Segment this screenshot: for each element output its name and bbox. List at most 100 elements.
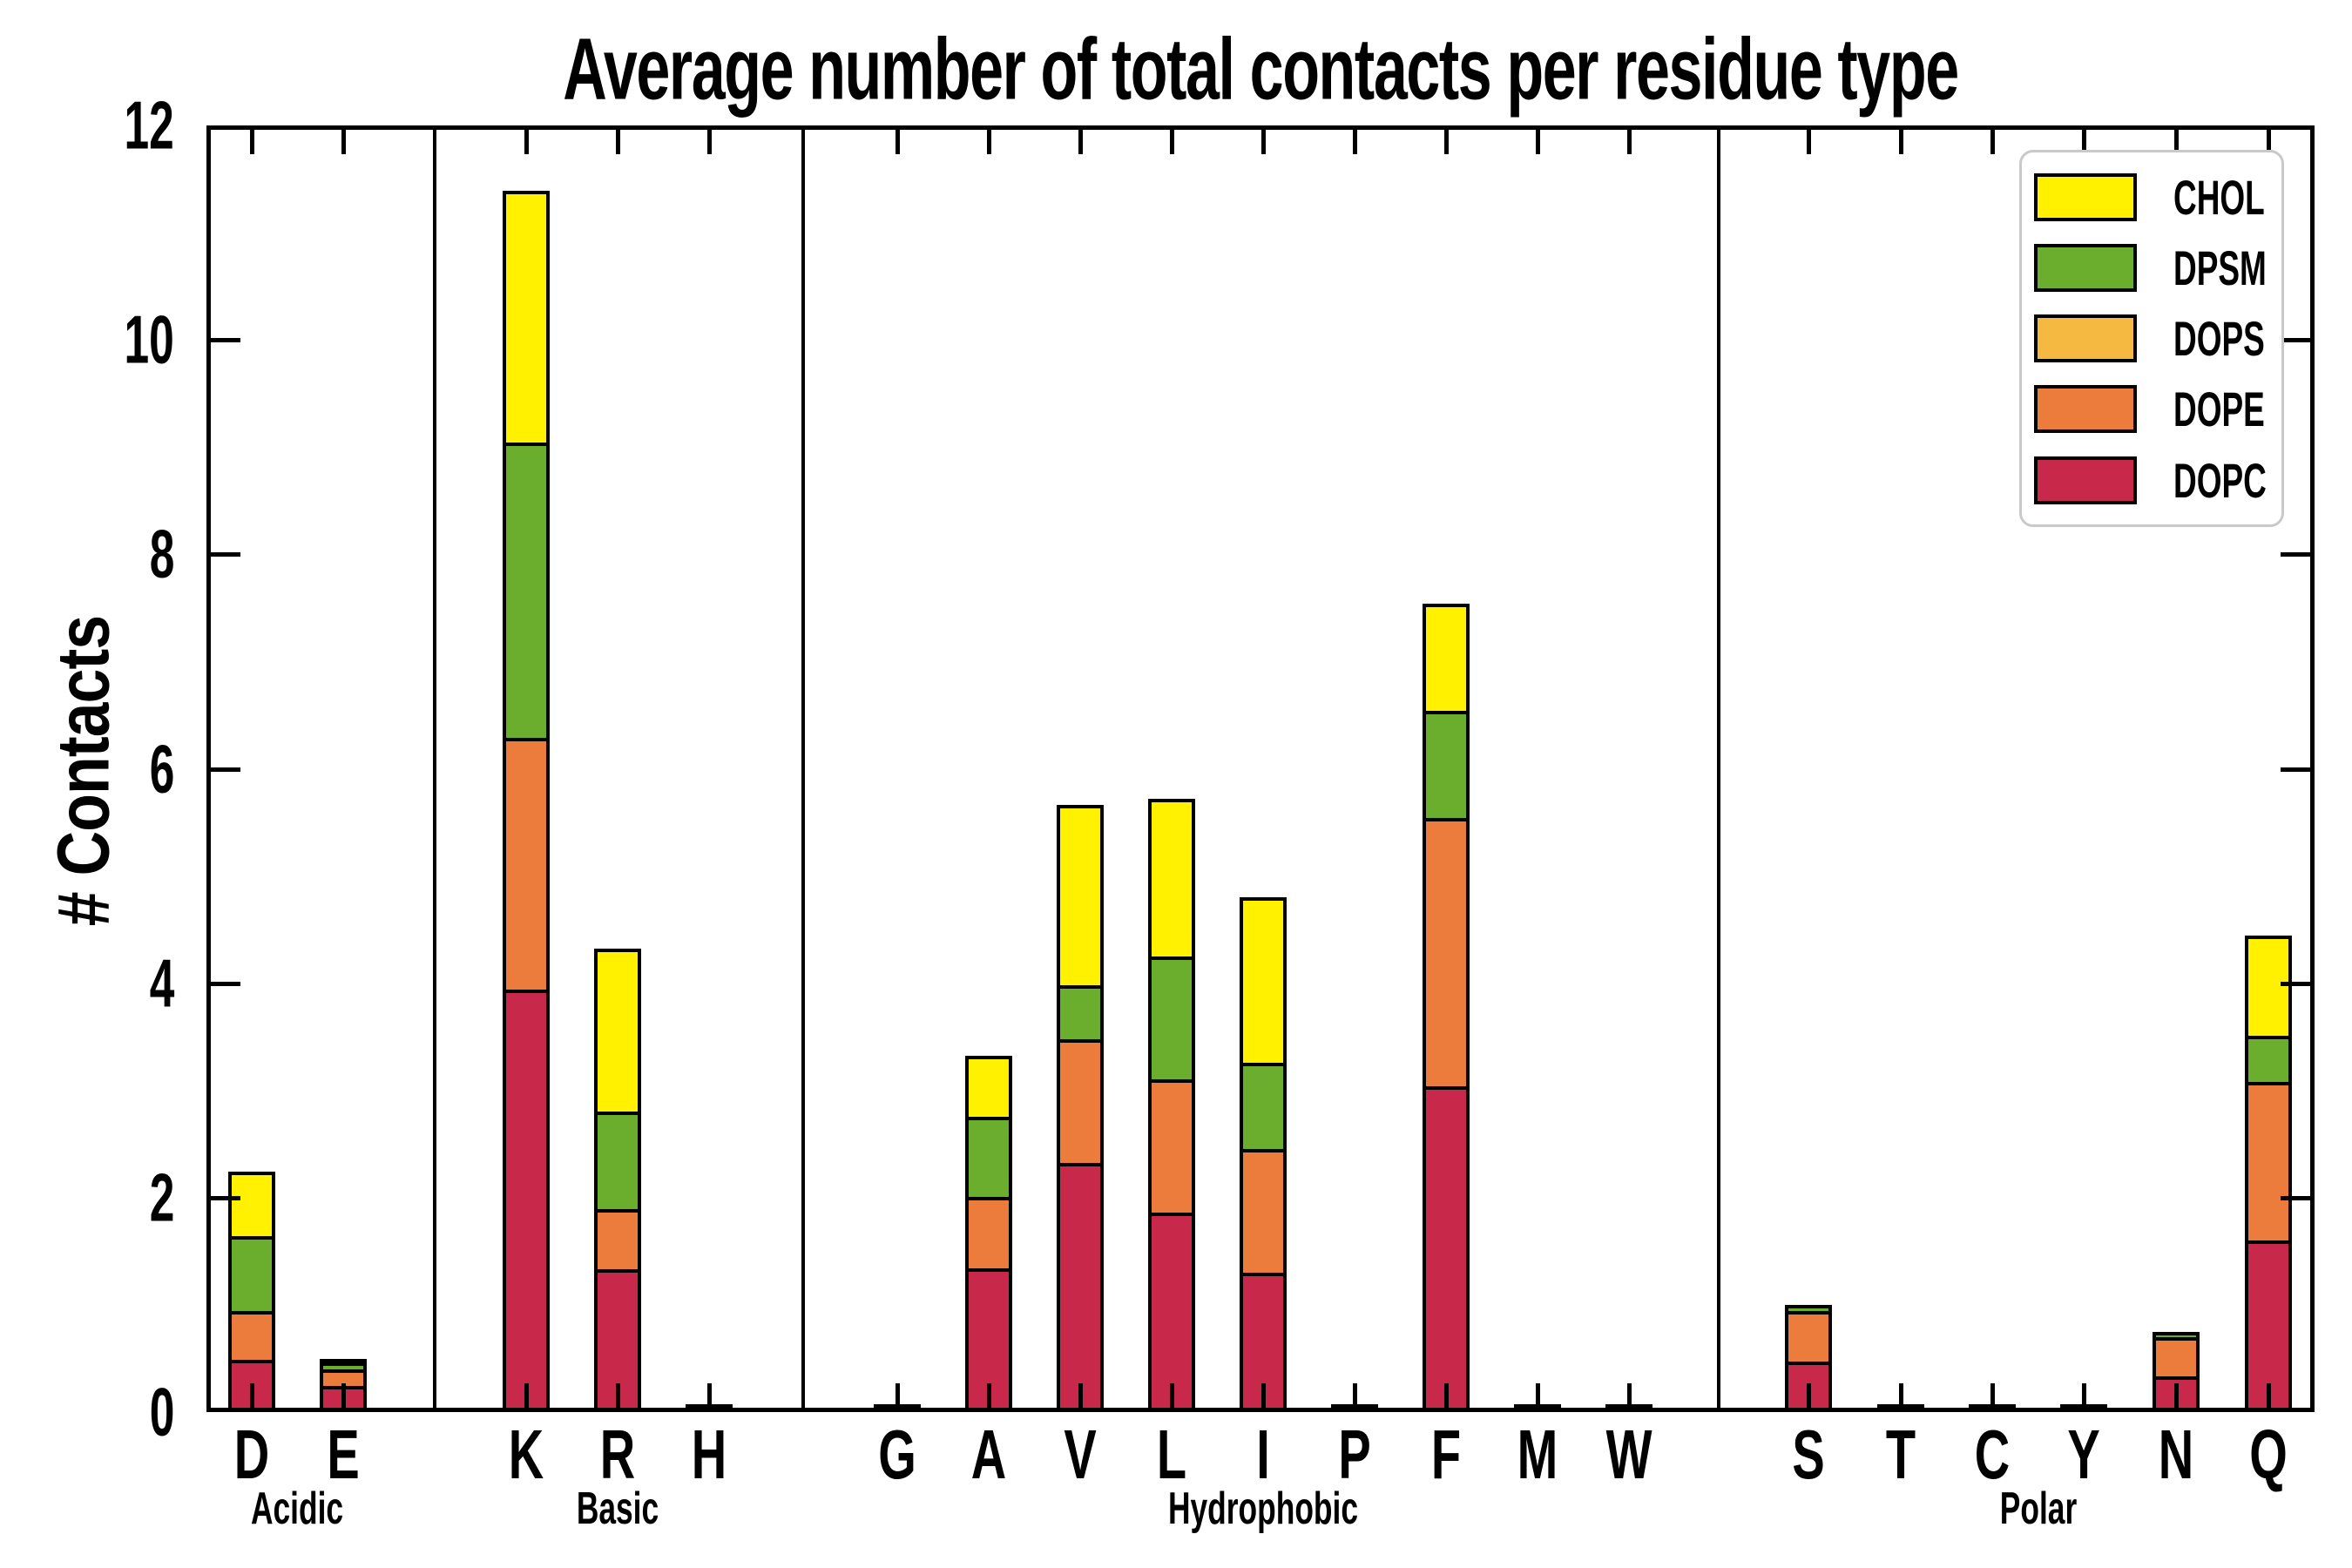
legend-label-text: CHOL bbox=[2173, 169, 2265, 225]
x-tick-top-K bbox=[524, 130, 529, 154]
bar-E-segment-CHOL bbox=[320, 1359, 367, 1363]
y-tick-label-10: 10 bbox=[0, 301, 174, 380]
bar-A-segment-DOPC bbox=[965, 1268, 1012, 1408]
group-label-hydrophobic: Hydrophobic bbox=[1124, 1483, 1403, 1535]
bar-K-segment-DOPE bbox=[503, 737, 550, 990]
bar-I-segment-DOPE bbox=[1240, 1149, 1287, 1273]
x-tick-top-E bbox=[341, 130, 346, 154]
legend: CHOL DPSM DOPS DOPE DOPC bbox=[2019, 150, 2284, 527]
x-tick-top-S bbox=[1807, 130, 1811, 154]
bar-A-segment-DOPE bbox=[965, 1196, 1012, 1268]
y-tick-left-2 bbox=[211, 1195, 240, 1200]
x-label-Y: Y bbox=[2060, 1415, 2106, 1495]
x-tick-bottom-N bbox=[2174, 1383, 2179, 1408]
bar-F-segment-DOPE bbox=[1423, 818, 1470, 1086]
y-tick-right-2 bbox=[2281, 1195, 2310, 1200]
x-tick-bottom-T bbox=[1899, 1383, 1903, 1408]
y-tick-left-6 bbox=[211, 767, 240, 772]
x-label-V: V bbox=[1057, 1415, 1103, 1495]
x-tick-top-I bbox=[1261, 130, 1266, 154]
x-label-text: Q bbox=[2249, 1416, 2288, 1493]
x-label-text: N bbox=[2158, 1416, 2194, 1493]
y-tick-label-12: 12 bbox=[0, 86, 174, 166]
bar-I-segment-CHOL bbox=[1240, 897, 1287, 1063]
x-label-Q: Q bbox=[2241, 1415, 2295, 1495]
x-label-text: V bbox=[1064, 1416, 1097, 1493]
bar-R-segment-DOPE bbox=[594, 1209, 641, 1270]
x-label-text: D bbox=[233, 1416, 270, 1493]
x-tick-bottom-M bbox=[1536, 1383, 1540, 1408]
group-separator-0 bbox=[433, 130, 436, 1408]
x-tick-bottom-R bbox=[616, 1383, 620, 1408]
group-label-polar: Polar bbox=[1982, 1483, 2095, 1535]
y-tick-label-0: 0 bbox=[0, 1373, 174, 1452]
bar-I-segment-DPSM bbox=[1240, 1062, 1287, 1150]
y-tick-left-8 bbox=[211, 552, 240, 558]
x-tick-top-P bbox=[1353, 130, 1357, 154]
x-tick-top-H bbox=[707, 130, 712, 154]
bar-F-segment-DOPC bbox=[1423, 1085, 1470, 1408]
x-tick-bottom-F bbox=[1444, 1383, 1449, 1408]
y-tick-label-2: 2 bbox=[0, 1158, 174, 1237]
x-tick-bottom-Y bbox=[2082, 1383, 2086, 1408]
bar-L-segment-DOPC bbox=[1148, 1213, 1195, 1408]
group-label-text: Acidic bbox=[250, 1484, 344, 1534]
x-tick-top-R bbox=[616, 130, 620, 154]
y-tick-right-6 bbox=[2281, 767, 2310, 772]
x-label-H: H bbox=[684, 1415, 734, 1495]
x-label-K: K bbox=[501, 1415, 551, 1495]
legend-item-DOPE: DOPE bbox=[2034, 382, 2281, 437]
x-label-W: W bbox=[1596, 1415, 1662, 1495]
legend-swatch-CHOL-icon bbox=[2034, 172, 2137, 221]
bar-R-segment-CHOL bbox=[594, 949, 641, 1112]
x-tick-bottom-C bbox=[1990, 1383, 1995, 1408]
legend-swatch-DPSM-icon bbox=[2034, 243, 2137, 292]
bar-V-segment-DPSM bbox=[1057, 985, 1104, 1039]
y-tick-label-4: 4 bbox=[0, 943, 174, 1023]
chart-title: Average number of total contacts per res… bbox=[264, 20, 2257, 120]
x-label-text: P bbox=[1338, 1416, 1371, 1493]
bar-Q-segment-CHOL bbox=[2245, 936, 2292, 1036]
y-tick-label-text: 10 bbox=[124, 301, 174, 378]
legend-label-text: DPSM bbox=[2173, 240, 2267, 295]
x-tick-top-Y bbox=[2082, 130, 2086, 154]
y-tick-right-8 bbox=[2281, 552, 2310, 558]
x-tick-bottom-S bbox=[1807, 1383, 1811, 1408]
bar-N-segment-DOPE bbox=[2153, 1336, 2200, 1377]
legend-item-DOPS: DOPS bbox=[2034, 311, 2281, 366]
x-label-A: A bbox=[963, 1415, 1014, 1495]
x-tick-top-G bbox=[896, 130, 900, 154]
y-tick-label-text: 2 bbox=[149, 1159, 174, 1236]
bar-N-segment-DPSM bbox=[2153, 1331, 2200, 1337]
x-label-G: G bbox=[870, 1415, 924, 1495]
bar-A-segment-DPSM bbox=[965, 1117, 1012, 1197]
y-tick-right-4 bbox=[2281, 981, 2310, 986]
x-label-text: E bbox=[327, 1416, 360, 1493]
legend-item-DOPC: DOPC bbox=[2034, 453, 2281, 508]
bar-V-segment-CHOL bbox=[1057, 805, 1104, 986]
plot-area bbox=[206, 125, 2315, 1412]
x-tick-bottom-D bbox=[250, 1383, 254, 1408]
x-label-C: C bbox=[1967, 1415, 2017, 1495]
bar-D-segment-CHOL bbox=[228, 1172, 275, 1237]
y-tick-label-8: 8 bbox=[0, 515, 174, 594]
x-tick-top-Q bbox=[2267, 130, 2271, 154]
x-label-text: F bbox=[1430, 1416, 1462, 1493]
x-label-text: I bbox=[1256, 1416, 1270, 1493]
x-label-text: S bbox=[1792, 1416, 1825, 1493]
group-separator-1 bbox=[801, 130, 805, 1408]
legend-swatch-DOPC-icon bbox=[2034, 456, 2137, 504]
y-tick-left-4 bbox=[211, 981, 240, 986]
bar-S-segment-DOPE bbox=[1785, 1311, 1832, 1362]
x-label-I: I bbox=[1254, 1415, 1273, 1495]
y-tick-left-10 bbox=[211, 338, 240, 343]
legend-label-CHOL: CHOL bbox=[2173, 169, 2312, 226]
x-tick-bottom-P bbox=[1353, 1383, 1357, 1408]
bar-Q-segment-DPSM bbox=[2245, 1035, 2292, 1082]
x-tick-top-C bbox=[1990, 130, 1995, 154]
group-label-text: Polar bbox=[1999, 1484, 2078, 1534]
y-tick-label-text: 4 bbox=[149, 944, 174, 1022]
bar-D-segment-DOPE bbox=[228, 1311, 275, 1360]
legend-swatch-DOPS-icon bbox=[2034, 314, 2137, 362]
legend-label-text: DOPE bbox=[2173, 382, 2265, 437]
